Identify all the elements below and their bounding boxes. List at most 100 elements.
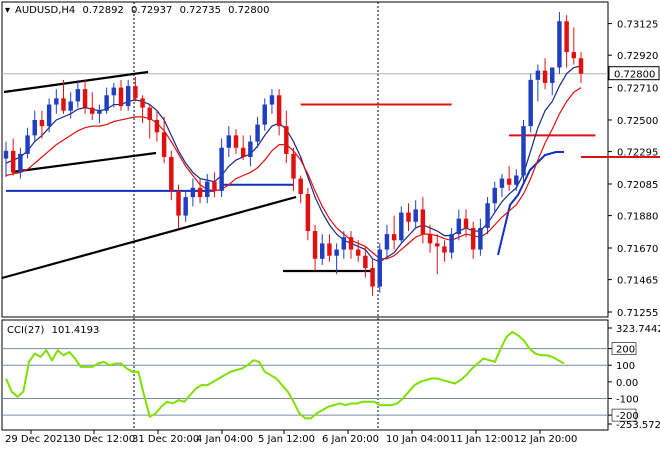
candle-body <box>514 175 519 185</box>
candle-body <box>140 98 145 108</box>
candle-body <box>104 95 109 111</box>
candle-body <box>478 227 483 250</box>
candle-body <box>97 110 102 114</box>
candle-body <box>3 150 9 159</box>
current-price-tag-box <box>608 66 660 81</box>
current-price-tag: 0.72800 <box>608 66 660 81</box>
candle-body <box>262 104 267 125</box>
price-panel-border <box>1 1 609 318</box>
price-tick-label: 0.72500 <box>617 116 658 127</box>
candle-body <box>46 104 52 127</box>
time-tick-label: 10 Jan 04:00 <box>386 434 449 445</box>
candle-body <box>363 255 368 269</box>
header-arrow-icon: ▾ <box>5 5 10 16</box>
candle-body <box>18 153 23 173</box>
price-tick-label: 0.72085 <box>617 180 658 191</box>
price-tick-label: 0.71255 <box>617 308 658 319</box>
blue-curve <box>497 151 564 256</box>
candle-body <box>427 234 433 244</box>
candle-body <box>10 150 16 173</box>
candle-body <box>348 237 354 250</box>
candle-body <box>133 86 138 99</box>
candle-body <box>528 79 533 127</box>
cci-tick-label: 200 <box>616 345 635 356</box>
cci-tick-label: 100 <box>616 361 635 372</box>
candle-body <box>75 89 81 102</box>
cci-tick-label: -100 <box>616 394 639 405</box>
time-tick-label: 12 Jan 20:00 <box>514 434 577 445</box>
time-tick-label: 4 Jan 04:00 <box>196 434 253 445</box>
price-tick-label: 0.72920 <box>617 51 658 62</box>
candle-body <box>327 243 332 256</box>
trendline <box>1 195 297 280</box>
time-separators <box>133 2 379 430</box>
trendline <box>11 151 157 174</box>
header-close: 0.72800 <box>228 5 269 16</box>
candle-body <box>463 218 469 228</box>
candle-body <box>197 187 203 198</box>
candle-body <box>384 234 390 250</box>
header-open: 0.72892 <box>82 5 123 16</box>
cci-tick-label: 0.00 <box>616 378 638 389</box>
candle-body <box>291 153 296 179</box>
candle-body <box>169 156 174 191</box>
svg-text:AUDUSD,H4 0.72892: AUDUSD,H4 0.72892 0.72937 0.72735 0.7280… <box>15 5 269 16</box>
price-axis: 0.73125 0.72920 0.72710 0.72500 0.72295 0.720… <box>2 20 658 319</box>
candle-body <box>312 231 318 259</box>
candle-body <box>550 67 555 83</box>
price-tick-label: 0.73125 <box>617 20 658 31</box>
trendline <box>3 70 149 94</box>
svg-text:CCI(27) 101.4193: CCI(27) 101.4193 <box>7 325 99 336</box>
candle-body <box>406 212 411 222</box>
candle-body <box>521 126 526 176</box>
candle-body <box>219 147 224 191</box>
price-tick-label: 0.72710 <box>617 84 658 95</box>
candle-body <box>564 21 569 53</box>
cci-levels <box>2 348 608 416</box>
candle-body <box>341 237 347 250</box>
candle-body <box>449 234 454 253</box>
candle-body <box>90 107 95 114</box>
candle-body <box>154 119 160 133</box>
candle-body <box>377 249 382 287</box>
candle-body <box>25 135 30 154</box>
price-tick-label: 0.71465 <box>617 276 658 287</box>
fast-moving-average <box>5 65 582 263</box>
candle-body <box>571 52 577 59</box>
candle-body <box>255 124 260 142</box>
time-tick-label: 30 Dec 12:00 <box>68 434 135 445</box>
candle-body <box>542 70 548 83</box>
candle-body <box>334 249 339 256</box>
cci-tick-label: 323.7442 <box>616 324 660 335</box>
candle-body <box>506 178 512 185</box>
candle-body <box>442 246 447 253</box>
candle-body <box>190 187 196 198</box>
candle-body <box>578 58 584 74</box>
candle-body <box>226 135 232 148</box>
cci-label: CCI(27) <box>7 325 45 336</box>
price-tick-label: 0.71880 <box>617 212 658 223</box>
candle-body <box>82 89 88 108</box>
candle-body <box>355 249 361 256</box>
candle-body <box>298 178 303 195</box>
candle-body <box>535 70 541 80</box>
cci-header: CCI(27) 101.4193 <box>7 325 99 336</box>
candle-body <box>205 181 210 198</box>
candle-body <box>61 98 66 111</box>
candle-body <box>420 209 426 235</box>
candles <box>3 12 584 296</box>
candle-body <box>125 86 131 107</box>
candle-body <box>391 234 397 241</box>
trendlines <box>1 70 372 280</box>
candle-body <box>557 21 562 68</box>
candle-body <box>118 87 124 107</box>
candle-body <box>399 212 404 241</box>
header-high: 0.72937 <box>131 5 172 16</box>
candle-body <box>413 209 418 222</box>
candle-body <box>499 178 505 188</box>
cci-value: 101.4193 <box>52 325 100 336</box>
header-low: 0.72735 <box>180 5 221 16</box>
candle-body <box>370 268 375 287</box>
